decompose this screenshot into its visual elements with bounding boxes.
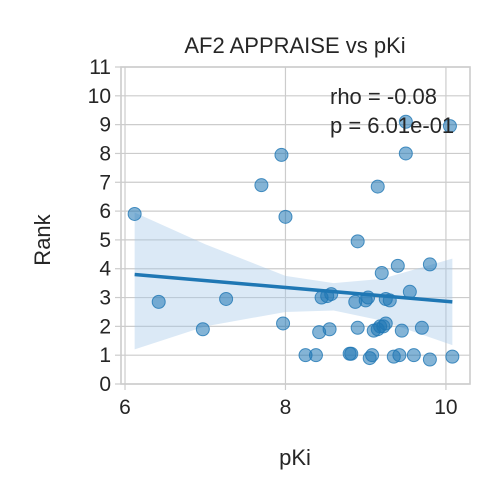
y-tick-label: 3 (99, 287, 111, 310)
data-point (322, 322, 337, 337)
data-point (274, 147, 289, 162)
tick-layer: 0 1 2 3 4 5 6 7 8 9 10 11 6 8 10 (88, 56, 458, 419)
regression-line (134, 272, 453, 304)
x-tick-label: 8 (280, 396, 292, 419)
y-tick-label: 8 (99, 142, 111, 165)
data-point (254, 178, 269, 193)
data-point (414, 320, 429, 335)
data-point (127, 206, 142, 221)
y-tick-label: 6 (99, 200, 111, 223)
confidence-band (134, 212, 453, 350)
y-tick-label: 7 (99, 171, 111, 194)
data-point (370, 179, 385, 194)
data-point (398, 114, 413, 129)
data-point (390, 258, 405, 273)
y-tick-label: 1 (99, 344, 111, 367)
y-tick-label: 11 (89, 56, 111, 79)
data-point (219, 291, 234, 306)
rho-annotation: rho = -0.08 (330, 84, 437, 109)
data-point (406, 348, 421, 363)
data-point (422, 257, 437, 272)
data-point (344, 346, 359, 361)
confidence-band-layer (134, 212, 453, 350)
data-point (278, 209, 293, 224)
y-tick-label: 0 (99, 373, 111, 396)
chart-title: AF2 APPRAISE vs pKi (184, 33, 405, 58)
x-axis-label: pKi (279, 445, 311, 470)
data-point (350, 234, 365, 249)
data-point (442, 119, 457, 134)
y-tick-label: 10 (88, 85, 111, 108)
data-point (422, 352, 437, 367)
data-point (308, 348, 323, 363)
y-axis-label: Rank (30, 213, 55, 265)
x-tick-label: 6 (119, 396, 131, 419)
data-point (392, 348, 407, 363)
y-tick-label: 9 (99, 114, 111, 137)
data-point (374, 266, 389, 281)
regression-line-layer (134, 272, 453, 304)
x-tick-label: 10 (434, 396, 457, 419)
data-point (350, 320, 365, 335)
scatter-points-layer (127, 114, 460, 367)
plot-frame (120, 66, 471, 385)
data-point (378, 316, 393, 331)
data-point (151, 294, 166, 309)
data-point (195, 322, 210, 337)
y-tick-label: 5 (99, 229, 111, 252)
data-point (398, 146, 413, 161)
y-tick-label: 4 (99, 258, 111, 281)
data-point (445, 349, 460, 364)
p-value-annotation: p = 6.01e-01 (330, 113, 454, 138)
data-point (276, 316, 291, 331)
y-tick-label: 2 (99, 315, 111, 338)
data-point (365, 348, 380, 363)
data-point (394, 323, 409, 338)
